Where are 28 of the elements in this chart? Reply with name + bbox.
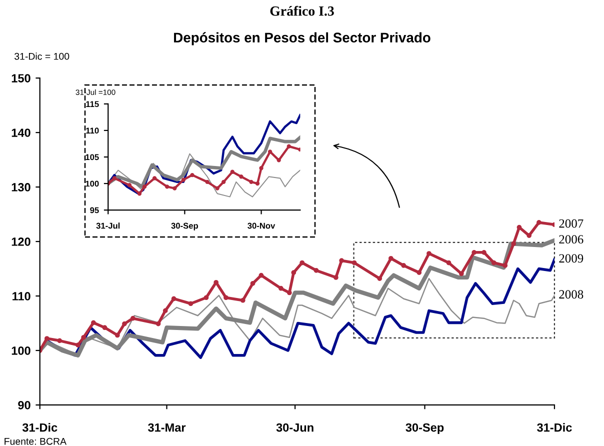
series-label: 2009 <box>559 254 584 263</box>
y-tick-label: 130 <box>12 183 30 192</box>
x-tick-label: 31-Dic <box>537 423 572 432</box>
y-tick-label: 90 <box>18 401 30 410</box>
chart-title: Gráfico I.3 <box>270 6 334 16</box>
y-tick-label: 150 <box>12 74 30 82</box>
y-tick-label: 115 <box>86 101 99 108</box>
series-label: 2006 <box>559 235 584 244</box>
y-tick-label: 110 <box>12 292 30 300</box>
y-tick-label: 100 <box>86 180 99 187</box>
x-tick-label: 30-Sep <box>171 222 198 230</box>
x-tick-label: 31-Mar <box>148 423 186 432</box>
x-tick-label: 31-Jul <box>96 222 120 229</box>
y-tick-label: 110 <box>86 128 99 134</box>
x-tick-label: 30-Nov <box>248 222 276 229</box>
y-tick-label: 100 <box>12 346 30 355</box>
text: 31-Dic = 100 <box>14 52 70 60</box>
y-tick-label: 95 <box>90 207 99 214</box>
series-label: 2008 <box>559 290 584 299</box>
source-note: Fuente: BCRA <box>4 438 67 445</box>
series-label: 2007 <box>559 219 584 228</box>
x-tick-label: 30-Jun <box>276 423 314 432</box>
y-tick-label: 140 <box>12 128 30 137</box>
x-tick-label: 30-Sep <box>406 423 444 434</box>
y-tick-label: 105 <box>86 154 99 160</box>
x-tick-label: 31-Dic <box>22 423 58 432</box>
chart-subtitle: Depósitos en Pesos del Sector Privado <box>174 32 430 46</box>
y-tick-label: 120 <box>12 238 30 246</box>
